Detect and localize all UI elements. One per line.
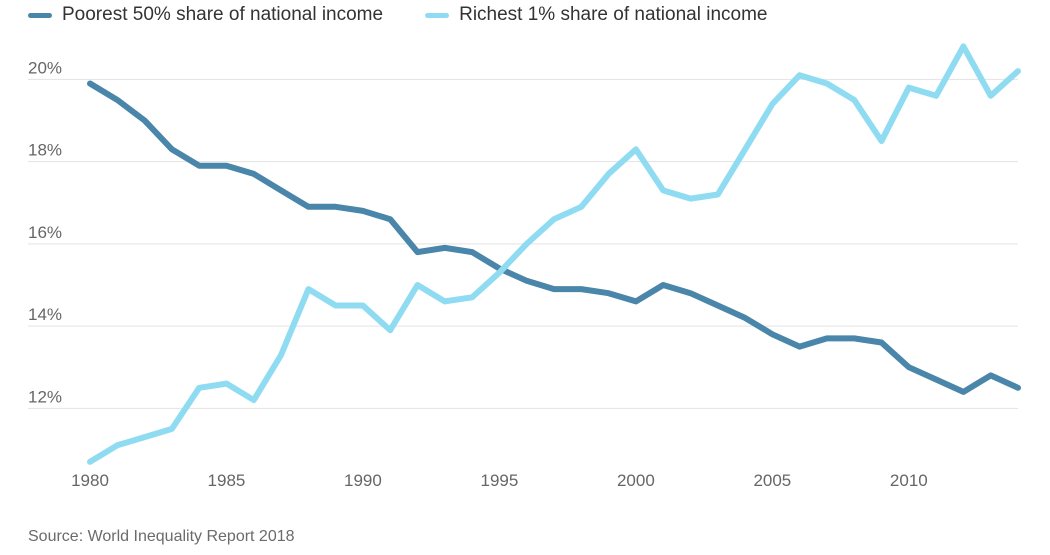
- source-note: Source: World Inequality Report 2018: [28, 528, 295, 545]
- y-tick-label: 16%: [28, 223, 62, 242]
- x-tick-label: 2005: [753, 471, 791, 490]
- legend-swatch-richest: [425, 12, 450, 18]
- y-tick-label: 12%: [28, 387, 62, 406]
- x-tick-label: 1990: [344, 471, 382, 490]
- x-tick-label: 1985: [208, 471, 246, 490]
- legend-item-richest: Richest 1% share of national income: [425, 4, 767, 26]
- series-line-richest: [87, 43, 1021, 465]
- legend-swatch-poorest: [28, 12, 52, 18]
- y-tick-label: 14%: [28, 305, 62, 324]
- legend-label-richest: Richest 1% share of national income: [459, 4, 768, 25]
- x-tick-label: 1980: [71, 471, 109, 490]
- y-tick-label: 18%: [28, 141, 62, 160]
- legend: Poorest 50% share of national income Ric…: [28, 4, 767, 26]
- y-tick-label: 20%: [28, 58, 62, 77]
- legend-item-poorest: Poorest 50% share of national income: [28, 4, 383, 26]
- legend-label-poorest: Poorest 50% share of national income: [62, 4, 384, 25]
- x-tick-label: 2000: [617, 471, 655, 490]
- x-tick-label: 2010: [890, 471, 928, 490]
- series-line-poorest: [87, 80, 1021, 395]
- x-tick-label: 1995: [480, 471, 518, 490]
- line-chart: 12% 14% 16% 18% 20% 1980 1985 1990 1995 2000 2005 2…: [28, 43, 1021, 490]
